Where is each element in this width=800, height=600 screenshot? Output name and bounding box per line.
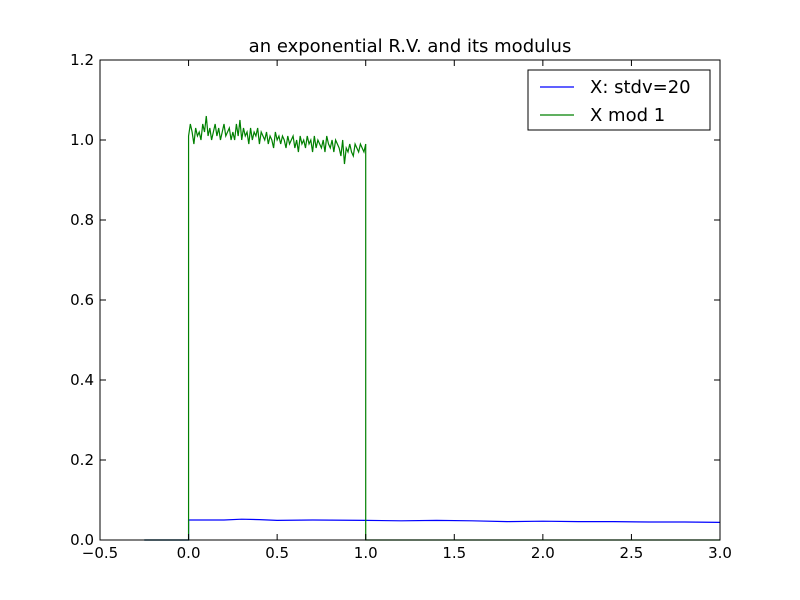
x-tick-label: 1.0	[354, 544, 378, 562]
x-tick-label: 1.5	[442, 544, 466, 562]
x-tick-label: 2.5	[619, 544, 643, 562]
series-line-2	[144, 115, 720, 541]
legend: X: stdv=20 X mod 1	[527, 69, 711, 131]
x-tick-label: 3.0	[708, 544, 732, 562]
legend-box	[527, 69, 711, 131]
y-tick-label: 0.0	[70, 531, 94, 549]
legend-label: X mod 1	[590, 105, 665, 126]
x-tick-label: 0.0	[177, 544, 201, 562]
y-axis: 0.0 0.2 0.4 0.6 0.8 1.0 1.2	[70, 51, 720, 549]
legend-label: X: stdv=20	[590, 77, 691, 98]
series-layer	[144, 115, 721, 541]
y-tick-label: 1.0	[70, 131, 94, 149]
y-tick-label: 1.2	[70, 51, 94, 69]
y-tick-label: 0.2	[70, 451, 94, 469]
x-axis: −0.5 0.0 0.5 1.0 1.5 2.0 2.5 3.0	[82, 60, 732, 562]
y-tick-label: 0.8	[70, 211, 94, 229]
chart-title: an exponential R.V. and its modulus	[249, 36, 572, 57]
x-tick-label: −0.5	[82, 544, 118, 562]
y-tick-label: 0.6	[70, 291, 94, 309]
x-tick-label: 0.5	[265, 544, 289, 562]
y-tick-label: 0.4	[70, 371, 94, 389]
x-tick-label: 2.0	[531, 544, 555, 562]
